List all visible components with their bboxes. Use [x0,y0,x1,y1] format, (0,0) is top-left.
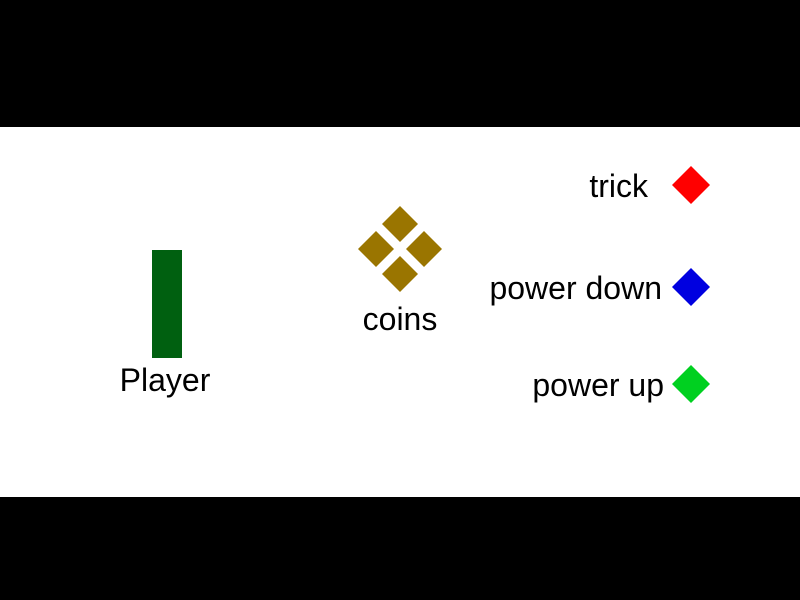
coin-right [406,231,442,267]
letterbox-bottom [0,497,800,600]
player-label: Player [119,362,211,398]
letterbox-top [0,0,800,127]
player-body [152,250,182,358]
coin-cluster-icon [358,206,442,292]
green-diamond-icon [672,365,710,403]
coin-top [382,206,418,242]
red-diamond-icon [672,166,710,204]
coin-left [358,231,394,267]
legend-label-power-up: power up [532,367,664,403]
coins-label: coins [362,301,438,337]
blue-diamond-icon [672,268,710,306]
legend-label-trick: trick [589,168,648,204]
coin-bottom [382,256,418,292]
player-sprite [152,250,182,358]
legend-label-power-down: power down [489,270,662,306]
play-area: Player coins trick power down power up [0,127,800,497]
